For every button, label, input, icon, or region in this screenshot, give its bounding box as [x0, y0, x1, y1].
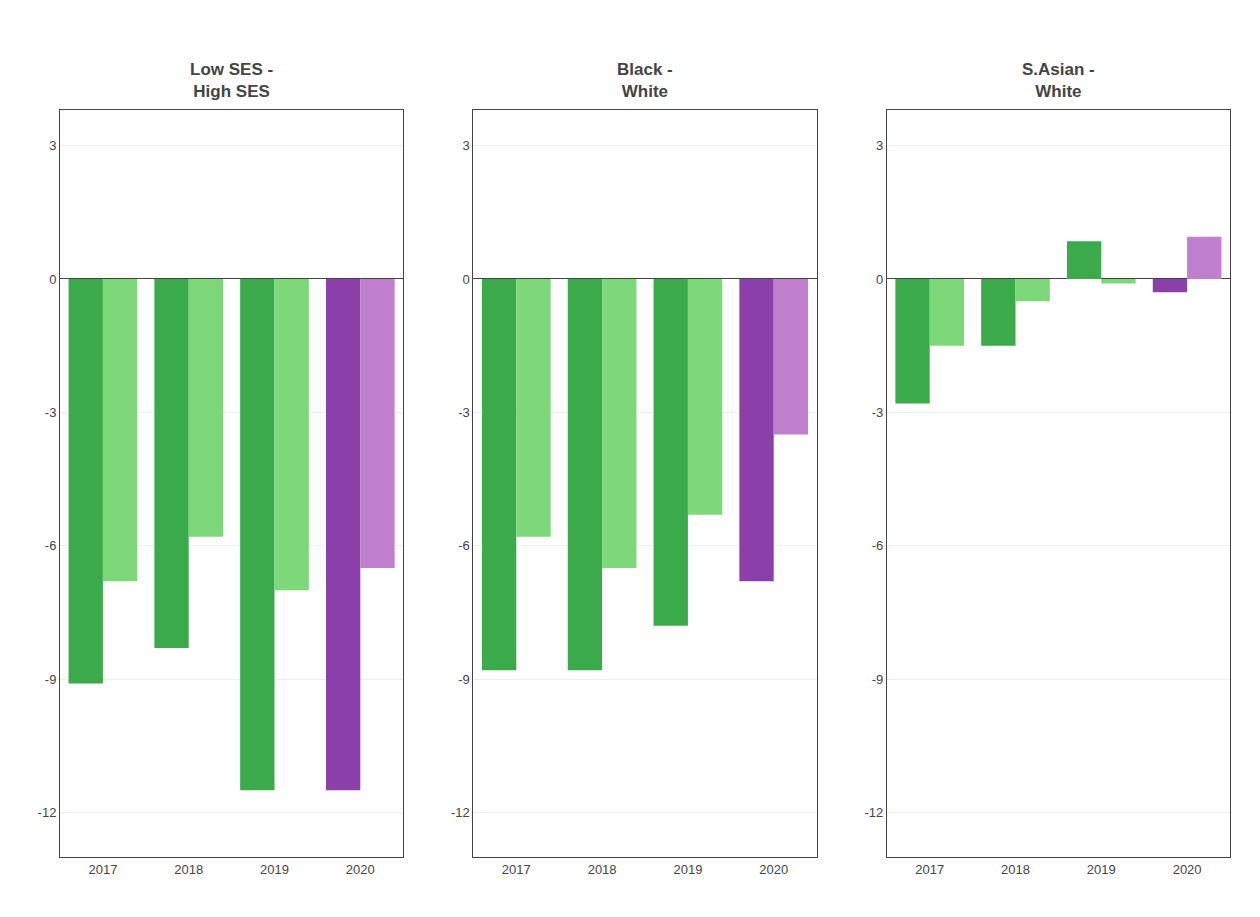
svg-text:-3: -3	[45, 405, 57, 420]
svg-text:0: 0	[49, 272, 56, 287]
svg-text:-9: -9	[872, 672, 884, 687]
svg-text:-12: -12	[38, 805, 57, 820]
svg-text:-3: -3	[872, 405, 884, 420]
svg-text:3: 3	[463, 138, 470, 153]
svg-text:3: 3	[49, 138, 56, 153]
svg-text:2019: 2019	[673, 862, 702, 877]
svg-text:2020: 2020	[759, 862, 788, 877]
svg-text:2020: 2020	[1173, 862, 1202, 877]
svg-text:2017: 2017	[88, 862, 117, 877]
svg-text:Black -White: Black -White	[617, 60, 673, 101]
svg-text:2018: 2018	[1001, 862, 1030, 877]
svg-text:0: 0	[876, 272, 883, 287]
svg-text:-12: -12	[864, 805, 883, 820]
svg-text:0: 0	[463, 272, 470, 287]
svg-text:Low SES -High SES: Low SES -High SES	[190, 60, 273, 101]
svg-text:-3: -3	[458, 405, 470, 420]
svg-text:-12: -12	[451, 805, 470, 820]
svg-text:-6: -6	[45, 538, 57, 553]
svg-text:-9: -9	[45, 672, 57, 687]
svg-text:-6: -6	[872, 538, 884, 553]
svg-text:2019: 2019	[260, 862, 289, 877]
svg-text:2020: 2020	[346, 862, 375, 877]
svg-text:S.Asian -White: S.Asian -White	[1022, 60, 1095, 101]
svg-text:3: 3	[876, 138, 883, 153]
svg-text:2017: 2017	[915, 862, 944, 877]
svg-text:2018: 2018	[174, 862, 203, 877]
svg-text:2019: 2019	[1087, 862, 1116, 877]
svg-text:2018: 2018	[588, 862, 617, 877]
svg-text:2017: 2017	[502, 862, 531, 877]
svg-text:-9: -9	[458, 672, 470, 687]
svg-text:-6: -6	[458, 538, 470, 553]
